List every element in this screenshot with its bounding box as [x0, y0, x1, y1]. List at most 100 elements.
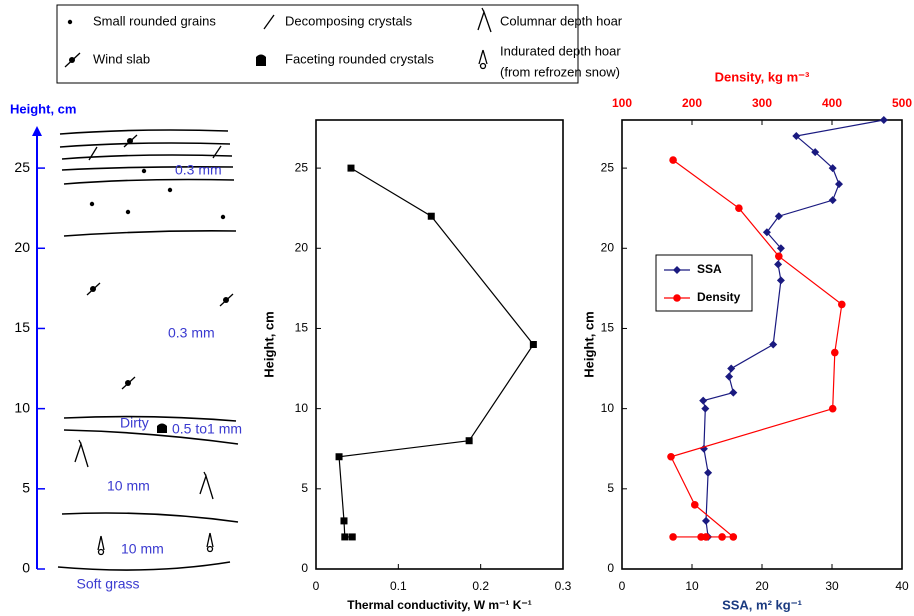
x-tick-label: 20 — [755, 579, 769, 593]
legend-label: Decomposing crystals — [285, 13, 413, 28]
marker — [529, 341, 537, 348]
marker — [465, 437, 473, 445]
annotation: 0.3 mm — [175, 162, 222, 178]
marker — [335, 453, 343, 461]
annotation: 10 mm — [107, 478, 150, 494]
y-tick-label: 20 — [295, 240, 309, 254]
legend-label: Wind slab — [93, 51, 150, 66]
x2-tick-label: 100 — [612, 96, 632, 110]
axis-arrow — [32, 126, 42, 136]
marker — [691, 501, 699, 509]
marker — [704, 468, 713, 477]
marker — [347, 164, 355, 172]
annotation: 0.3 mm — [168, 325, 215, 341]
marker — [340, 517, 348, 525]
marker — [769, 340, 778, 349]
x2-tick-label: 500 — [892, 96, 912, 110]
marker — [427, 212, 435, 220]
plot-frame — [621, 119, 903, 570]
marker — [792, 132, 801, 141]
y-tick-label: 10 — [14, 399, 30, 415]
marker — [725, 372, 734, 381]
annotation: 0.5 to1 mm — [172, 421, 242, 437]
marker — [838, 300, 846, 309]
marker — [835, 180, 843, 189]
marker — [701, 404, 710, 413]
legend-label: Density — [697, 290, 741, 304]
marker — [669, 156, 677, 164]
y-tick-label: 15 — [14, 319, 30, 335]
marker — [697, 533, 705, 541]
marker — [669, 533, 677, 541]
y-tick-label: 5 — [301, 481, 308, 495]
series-line — [338, 167, 535, 538]
marker — [667, 452, 675, 461]
x-tick-label: 0.2 — [472, 579, 489, 593]
x-tick-label: 0 — [619, 579, 626, 593]
legend-label: Faceting rounded crystals — [285, 51, 434, 66]
marker — [776, 276, 785, 285]
marker — [762, 228, 771, 237]
y-tick-label: 0 — [607, 561, 614, 575]
y-tick-label: 5 — [22, 480, 30, 496]
x2-tick-label: 400 — [822, 96, 842, 110]
marker — [673, 266, 681, 274]
y-tick-label: 10 — [295, 401, 309, 415]
x-tick-label: 0 — [313, 579, 320, 593]
legend-label: SSA — [697, 262, 722, 276]
x2-axis-title: Density, kg m⁻³ — [715, 69, 810, 84]
marker — [828, 164, 837, 173]
marker — [727, 364, 736, 373]
y-axis-title: Height, cm — [581, 311, 596, 377]
marker — [348, 533, 356, 541]
x-tick-label: 0.3 — [555, 579, 572, 593]
y-tick-label: 25 — [601, 160, 615, 174]
annotation: Soft grass — [76, 576, 139, 592]
marker — [775, 252, 783, 261]
marker — [811, 148, 820, 157]
x-tick-label: 40 — [895, 579, 909, 593]
marker — [774, 260, 783, 269]
marker — [828, 196, 837, 205]
legend-box — [655, 254, 753, 312]
y-tick-label: 0 — [22, 560, 30, 576]
marker — [776, 244, 785, 253]
y-tick-label: 15 — [295, 321, 309, 335]
annotation: 10 mm — [121, 541, 164, 557]
marker — [702, 516, 710, 525]
series-line — [670, 159, 843, 538]
series-line — [702, 119, 884, 538]
marker — [879, 116, 888, 124]
annotation: Dirty — [120, 415, 149, 431]
marker — [729, 533, 738, 541]
x2-tick-label: 200 — [682, 96, 702, 110]
legend-label: Indurated depth hoar — [500, 43, 621, 58]
y-tick-label: 25 — [14, 159, 30, 175]
y-tick-label: 25 — [295, 160, 309, 174]
legend-label: (from refrozen snow) — [500, 64, 620, 79]
marker — [699, 396, 708, 405]
legend-label: Columnar depth hoar — [500, 13, 623, 28]
marker — [718, 533, 726, 541]
y-tick-label: 0 — [301, 561, 308, 575]
marker — [673, 294, 681, 302]
x-tick-label: 30 — [825, 579, 839, 593]
legend-symbols — [64, 7, 492, 70]
y-tick-label: 20 — [601, 240, 615, 254]
y-tick-label: 10 — [601, 401, 615, 415]
y-tick-label: 15 — [601, 321, 615, 335]
legend-box — [56, 4, 579, 84]
marker — [831, 348, 839, 357]
marker — [341, 533, 349, 541]
x-tick-label: 10 — [685, 579, 699, 593]
snow-layers — [57, 129, 239, 571]
x-axis-title: Thermal conductivity, W m⁻¹ K⁻¹ — [347, 598, 531, 612]
marker — [735, 204, 743, 212]
y-axis-title: Height, cm — [261, 311, 276, 377]
x-tick-label: 0.1 — [390, 579, 407, 593]
x2-tick-label: 300 — [752, 96, 772, 110]
marker — [774, 212, 783, 221]
legend-label: Small rounded grains — [93, 13, 216, 28]
y-axis-title: Height, cm — [10, 101, 76, 116]
